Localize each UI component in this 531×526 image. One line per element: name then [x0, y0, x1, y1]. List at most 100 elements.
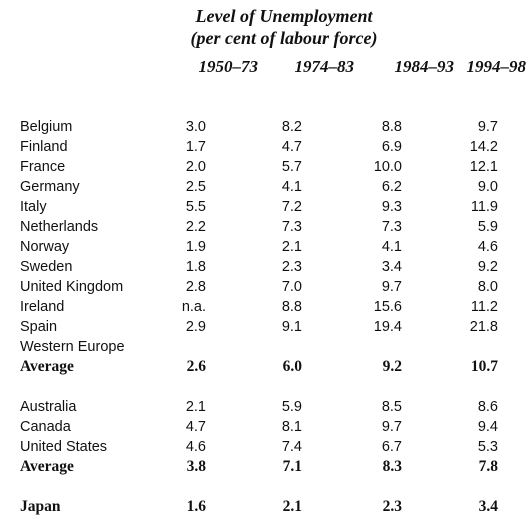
cell: 9.3 — [381, 199, 402, 215]
table-title-line-2: (per cent of labour force) — [190, 28, 378, 48]
cell: 5.3 — [477, 439, 498, 455]
cell: 11.2 — [470, 299, 498, 315]
table-row: Italy 5.5 7.2 9.3 11.9 — [0, 197, 531, 217]
cell: 2.0 — [185, 159, 206, 175]
cell: 15.6 — [373, 299, 402, 315]
cell: 4.6 — [477, 239, 498, 255]
cell: 19.4 — [373, 319, 402, 335]
table-row: Netherlands 2.2 7.3 7.3 5.9 — [0, 217, 531, 237]
cell: 6.2 — [381, 179, 402, 195]
table-row: Finland 1.7 4.7 6.9 14.2 — [0, 137, 531, 157]
cell: 4.7 — [185, 419, 206, 435]
cell: 9.1 — [281, 319, 302, 335]
row-label: Norway — [20, 239, 70, 255]
table-row: Belgium 3.0 8.2 8.8 9.7 — [0, 117, 531, 137]
cell: 2.8 — [185, 279, 206, 295]
cell: 7.0 — [281, 279, 302, 295]
cell: 2.3 — [281, 259, 302, 275]
cell: 3.4 — [478, 498, 498, 515]
cell: 2.1 — [185, 399, 206, 415]
table-title-line-1: Level of Unemployment — [195, 6, 373, 26]
cell: 7.3 — [281, 219, 302, 235]
row-label: Canada — [20, 419, 71, 435]
table-row: United Kingdom 2.8 7.0 9.7 8.0 — [0, 277, 531, 297]
cell: 6.9 — [381, 139, 402, 155]
cell: 8.8 — [281, 299, 302, 315]
cell: 10.0 — [373, 159, 402, 175]
cell: 3.8 — [186, 458, 206, 475]
cell: 6.0 — [282, 358, 302, 375]
cell: 5.7 — [281, 159, 302, 175]
cell: 7.1 — [282, 458, 302, 475]
cell: 2.3 — [382, 498, 402, 515]
column-header: 1994–98 — [466, 57, 527, 76]
row-label: United Kingdom — [20, 279, 124, 295]
cell: 5.5 — [185, 199, 206, 215]
table-row: United States 4.6 7.4 6.7 5.3 — [0, 437, 531, 457]
cell: 2.9 — [185, 319, 206, 335]
cell: 4.1 — [381, 239, 402, 255]
cell: 4.1 — [281, 179, 302, 195]
row-label: Spain — [20, 319, 58, 335]
table-row: Australia 2.1 5.9 8.5 8.6 — [0, 397, 531, 417]
cell: 5.9 — [281, 399, 302, 415]
table-row-japan: Japan 1.6 2.1 2.3 3.4 — [0, 497, 531, 517]
cell: 4.7 — [281, 139, 302, 155]
cell: 8.1 — [281, 419, 302, 435]
cell: 10.7 — [470, 358, 498, 375]
row-label: Netherlands — [20, 219, 99, 235]
cell: 4.6 — [185, 439, 206, 455]
cell: 9.4 — [477, 419, 498, 435]
cell: 5.9 — [477, 219, 498, 235]
row-label: Italy — [20, 199, 47, 215]
cell: 1.6 — [186, 498, 206, 515]
table-row: Germany 2.5 4.1 6.2 9.0 — [0, 177, 531, 197]
cell: 9.7 — [381, 419, 402, 435]
cell: 9.7 — [477, 119, 498, 135]
cell: 8.8 — [381, 119, 402, 135]
cell: 8.0 — [477, 279, 498, 295]
table-row: Canada 4.7 8.1 9.7 9.4 — [0, 417, 531, 437]
cell: 8.6 — [477, 399, 498, 415]
cell: 2.6 — [186, 358, 206, 375]
row-label: Western Europe — [20, 339, 125, 355]
table-row: Norway 1.9 2.1 4.1 4.6 — [0, 237, 531, 257]
cell: 2.1 — [281, 239, 302, 255]
cell: 9.2 — [477, 259, 498, 275]
cell: 14.2 — [469, 139, 498, 155]
row-label: Average — [20, 458, 74, 475]
table-row: Spain 2.9 9.1 19.4 21.8 — [0, 317, 531, 337]
cell: 11.9 — [470, 199, 498, 215]
cell: 8.2 — [281, 119, 302, 135]
cell: 21.8 — [469, 319, 498, 335]
row-label: Australia — [20, 399, 77, 415]
cell: n.a. — [181, 299, 206, 315]
cell: 7.2 — [281, 199, 302, 215]
table-row-average: Average 2.6 6.0 9.2 10.7 — [0, 357, 531, 377]
cell: 3.4 — [381, 259, 402, 275]
cell: 8.5 — [381, 399, 402, 415]
column-header: 1950–73 — [198, 57, 259, 76]
row-label: Ireland — [20, 299, 65, 315]
cell: 9.7 — [381, 279, 402, 295]
cell: 8.3 — [382, 458, 402, 475]
cell: 1.8 — [185, 259, 206, 275]
cell: 1.9 — [185, 239, 206, 255]
column-header: 1984–93 — [394, 57, 455, 76]
table-row: France 2.0 5.7 10.0 12.1 — [0, 157, 531, 177]
row-label: France — [20, 159, 66, 175]
row-label: Japan — [20, 498, 61, 515]
cell: 7.4 — [281, 439, 302, 455]
cell: 2.5 — [185, 179, 206, 195]
cell: 2.1 — [282, 498, 302, 515]
cell: 3.0 — [185, 119, 206, 135]
row-label: Average — [20, 358, 74, 375]
cell: 9.2 — [382, 358, 402, 375]
table-row: Western Europe — [0, 337, 531, 357]
table-row: Sweden 1.8 2.3 3.4 9.2 — [0, 257, 531, 277]
cell: 6.7 — [381, 439, 402, 455]
row-label: United States — [20, 439, 108, 455]
row-label: Germany — [20, 179, 80, 195]
cell: 7.3 — [381, 219, 402, 235]
row-label: Sweden — [20, 259, 73, 275]
